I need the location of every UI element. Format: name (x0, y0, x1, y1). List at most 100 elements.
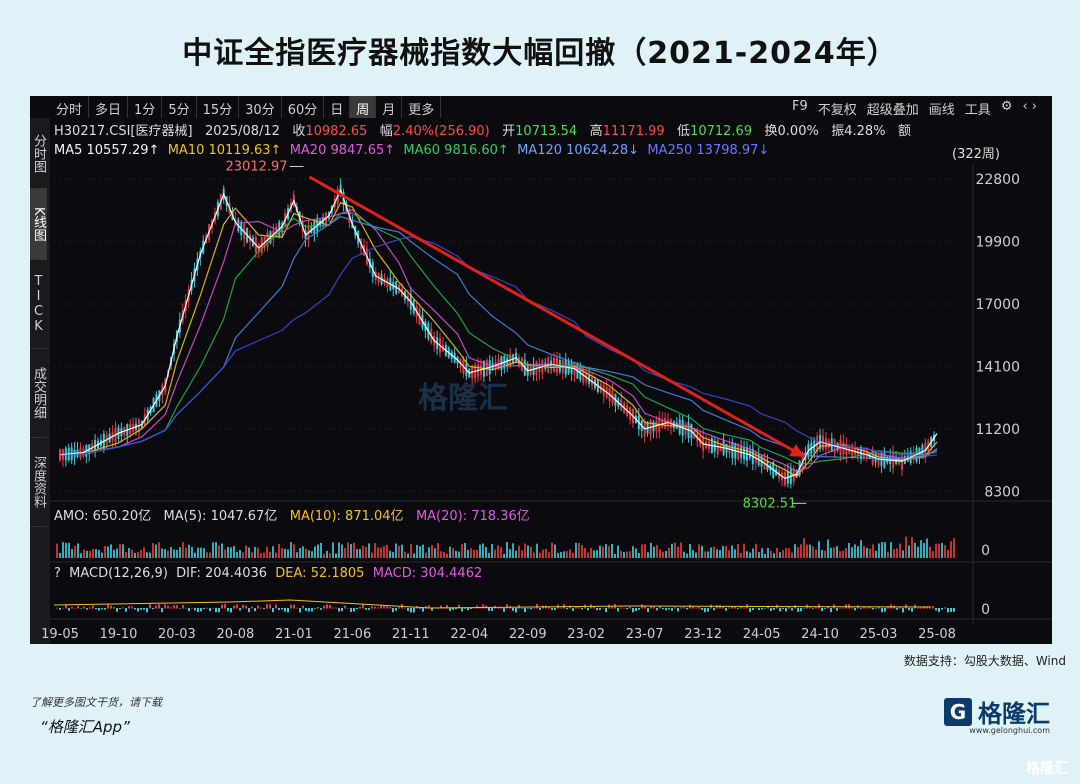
tab-30min[interactable]: 30分 (239, 96, 282, 118)
macd-bar (581, 608, 583, 610)
draw-button[interactable]: 画线 (928, 103, 955, 118)
quote-chg-label: 幅 (379, 124, 393, 139)
amo-ma10-label: MA(10): 871.04亿 (289, 509, 404, 524)
volume-bar (425, 552, 427, 558)
volume-bar (638, 553, 640, 558)
macd-bar (803, 608, 805, 609)
gear-icon[interactable]: ⚙ (1000, 99, 1013, 114)
macd-bar (461, 608, 463, 612)
adjust-button[interactable]: 不复权 (817, 103, 857, 118)
volume-bar (896, 548, 898, 558)
macd-bar (944, 607, 946, 609)
volume-bar (416, 544, 418, 558)
macd-bar (197, 608, 199, 613)
volume-bar (539, 552, 541, 558)
tab-15min[interactable]: 15分 (197, 96, 240, 118)
volume-bar (800, 544, 802, 558)
volume-bar (512, 543, 514, 558)
volume-bar (71, 548, 73, 558)
macd-bar (152, 608, 154, 610)
volume-bar (863, 546, 865, 558)
side-tab-trades[interactable]: 成交明细 (30, 349, 47, 438)
volume-bar (806, 544, 808, 558)
volume-bar (191, 546, 193, 558)
volume-bar (935, 543, 937, 558)
macd-bar (665, 608, 667, 611)
macd-bar (257, 605, 259, 609)
volume-bar (335, 553, 337, 558)
side-tab-depth[interactable]: 深度资料 (30, 438, 47, 527)
macd-bar (680, 607, 682, 609)
macd-bar (227, 608, 229, 612)
volume-bar (104, 546, 106, 558)
macd-bar (809, 607, 811, 609)
ma20-label: MA20 9847.65↑ (289, 143, 396, 158)
volume-bar (611, 543, 613, 558)
macd-bar (587, 608, 589, 611)
volume-bar (518, 545, 520, 558)
nav-arrows-icon[interactable]: ‹ › (1022, 99, 1037, 114)
volume-bar (746, 551, 748, 558)
volume-bar (674, 542, 676, 558)
macd-bar (593, 606, 595, 609)
volume-bar (365, 546, 367, 558)
volume-bar (146, 552, 148, 558)
macd-bar (917, 607, 919, 609)
kline-chart-panel[interactable]: 分时 多日 1分 5分 15分 30分 60分 日 周 月 更多 F9 不复权 … (30, 96, 1052, 644)
volume-bar (788, 548, 790, 558)
tab-duori[interactable]: 多日 (89, 96, 129, 118)
tab-60min[interactable]: 60分 (282, 96, 325, 118)
macd-bar (920, 607, 922, 609)
macd-bar (284, 608, 286, 612)
tab-1min[interactable]: 1分 (128, 96, 163, 118)
macd-bar (599, 608, 601, 610)
tab-5min[interactable]: 5分 (162, 96, 197, 118)
volume-bar (791, 552, 793, 558)
volume-bar (164, 548, 166, 558)
volume-tick-label: 0 (981, 543, 990, 559)
volume-bar (560, 552, 562, 558)
volume-bar (227, 546, 229, 558)
tools-button[interactable]: 工具 (964, 103, 991, 118)
volume-bar (230, 547, 232, 558)
amo-label: AMO: 650.20亿 (54, 509, 152, 524)
volume-bar (731, 545, 733, 558)
volume-bar (266, 546, 268, 558)
overlay-button[interactable]: 超级叠加 (866, 103, 919, 118)
macd-bar (572, 608, 574, 611)
f9-button[interactable]: F9 (792, 99, 808, 114)
macd-bar (179, 608, 181, 609)
volume-bar (377, 547, 379, 558)
side-tab-tick[interactable]: TICK (30, 260, 47, 349)
volume-bar (257, 547, 259, 558)
tab-more[interactable]: 更多 (402, 96, 442, 118)
macd-bar (896, 608, 898, 610)
tab-day[interactable]: 日 (324, 96, 351, 118)
macd-bar (650, 606, 652, 609)
macd-bar (116, 608, 118, 612)
volume-bar (419, 546, 421, 558)
tab-month[interactable]: 月 (376, 96, 403, 118)
side-tab-kline[interactable]: K线图 (30, 189, 47, 260)
macd-bar (137, 608, 139, 612)
macd-bar (224, 604, 226, 609)
corner-watermark: 格隆汇 (1026, 761, 1068, 777)
logo-text: 格隆汇 (978, 700, 1050, 728)
macd-bar (170, 607, 172, 609)
side-tab-timeshare[interactable]: 分时图 (30, 118, 47, 189)
volume-bar (470, 548, 472, 558)
macd-bar (611, 606, 613, 609)
tab-fenshi[interactable]: 分时 (50, 96, 90, 118)
volume-bar (110, 544, 112, 558)
macd-bar (935, 608, 937, 611)
volume-bar (122, 544, 124, 558)
tab-week[interactable]: 周 (350, 96, 377, 118)
volume-bar (116, 548, 118, 558)
macd-bar (209, 608, 211, 612)
macd-bar (89, 607, 91, 609)
volume-bar (710, 547, 712, 558)
volume-bar (929, 546, 931, 558)
macd-bar (347, 607, 349, 609)
macd-help-icon[interactable]: ? (54, 566, 61, 581)
volume-bar (380, 547, 382, 558)
